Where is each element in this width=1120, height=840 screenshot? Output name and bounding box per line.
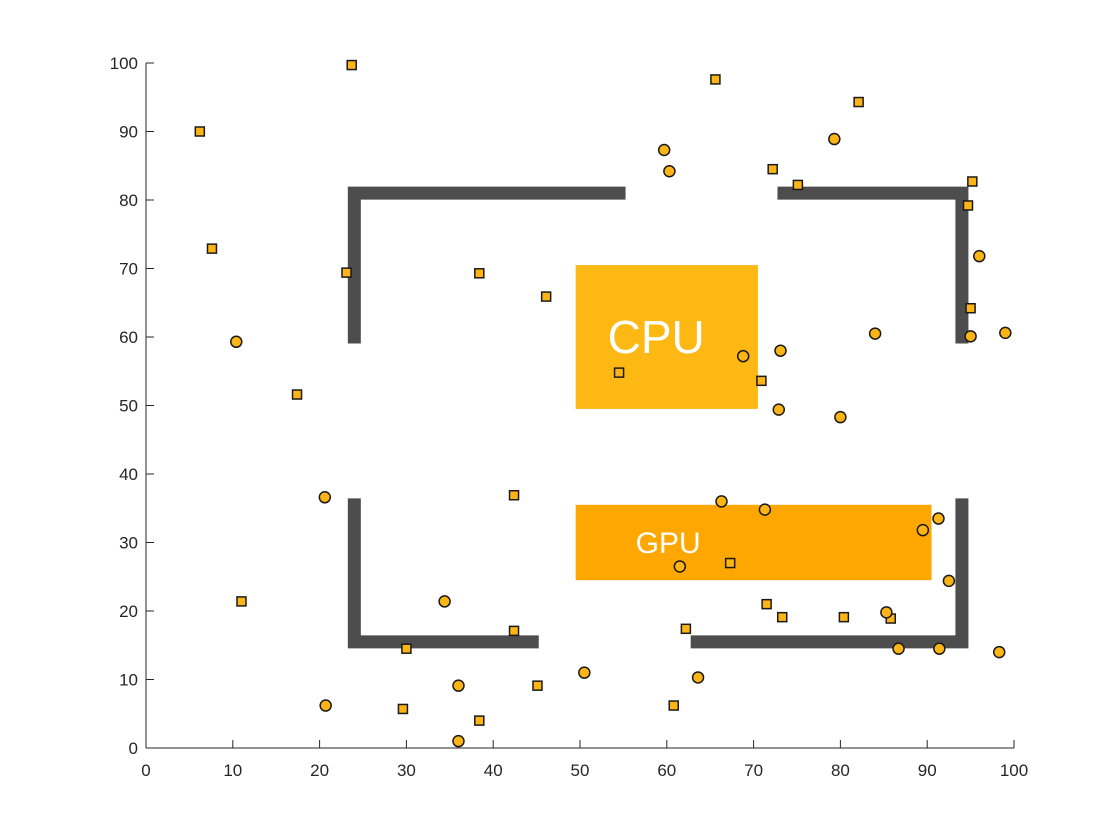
- data-point-circle: [892, 642, 905, 655]
- data-point-circle: [999, 326, 1012, 340]
- data-point-circle: [230, 335, 243, 349]
- wall-segment: [777, 186, 969, 344]
- y-tick-label: 90: [119, 123, 138, 142]
- y-tick-label: 10: [119, 671, 138, 690]
- data-point-circle: [673, 560, 687, 573]
- data-point-circle: [438, 595, 451, 608]
- data-point-square: [853, 96, 864, 108]
- data-point-square: [508, 625, 520, 637]
- x-tick-label: 90: [918, 761, 937, 780]
- data-point-circle: [578, 666, 591, 679]
- y-tick-label: 60: [119, 328, 138, 347]
- x-tick-label: 70: [744, 761, 763, 780]
- data-point-circle: [774, 344, 787, 357]
- data-point-square: [540, 291, 552, 302]
- data-point-square: [756, 375, 767, 387]
- x-tick-label: 80: [831, 761, 850, 780]
- gpu-block: [575, 504, 932, 581]
- data-point-square: [767, 163, 778, 175]
- data-point-square: [613, 367, 625, 378]
- x-tick-label: 60: [657, 761, 676, 780]
- y-tick-label: 0: [129, 739, 138, 758]
- data-point-square: [206, 243, 218, 254]
- y-tick-label: 20: [119, 602, 138, 621]
- data-point-circle: [319, 699, 332, 712]
- data-point-circle: [942, 574, 956, 588]
- data-point-square: [474, 268, 485, 279]
- axes-layer: 0 10 20 30 40 50 60 70 80 90 100 0 10 20 30 40 50 60 70 80 9…: [110, 54, 1029, 780]
- gpu-label: GPU: [636, 527, 701, 560]
- y-tick-label: 100: [110, 54, 138, 73]
- y-tick-label: 40: [119, 465, 138, 484]
- data-point-circle: [868, 327, 882, 340]
- data-point-circle: [834, 410, 847, 424]
- data-point-circle: [880, 606, 893, 619]
- data-point-square: [397, 703, 409, 715]
- data-point-circle: [933, 642, 946, 655]
- y-tick-label: 50: [119, 397, 138, 416]
- data-point-square: [341, 267, 352, 278]
- y-tick-label: 70: [119, 260, 138, 279]
- data-point-circle: [657, 143, 671, 157]
- walls-layer: [347, 186, 969, 649]
- x-tick-label: 10: [223, 761, 242, 780]
- data-point-circle: [452, 734, 465, 748]
- data-point-circle: [715, 495, 728, 508]
- data-point-circle: [318, 491, 332, 504]
- data-point-square: [346, 59, 357, 71]
- points-layer: [194, 59, 1012, 748]
- data-point-square: [532, 680, 543, 691]
- data-point-square: [668, 700, 679, 711]
- data-point-circle: [932, 512, 945, 525]
- data-point-square: [291, 389, 303, 400]
- data-point-square: [724, 557, 736, 569]
- data-point-square: [236, 596, 247, 607]
- data-point-square: [401, 643, 412, 654]
- data-point-circle: [973, 249, 986, 263]
- data-point-circle: [691, 671, 705, 684]
- wall-segment: [347, 498, 539, 649]
- wall-segment: [690, 498, 969, 649]
- data-point-circle: [772, 403, 786, 416]
- data-point-square: [508, 489, 520, 501]
- cpu-block: [575, 265, 758, 409]
- data-point-square: [776, 611, 788, 623]
- data-point-circle: [758, 503, 772, 516]
- data-point-circle: [992, 645, 1006, 659]
- blocks-layer: CPU GPU: [575, 265, 932, 581]
- data-point-square: [838, 611, 850, 623]
- cpu-label: CPU: [608, 311, 705, 363]
- x-tick-label: 0: [141, 761, 150, 780]
- data-point-square: [761, 598, 772, 610]
- data-point-square: [792, 179, 804, 191]
- x-tick-label: 30: [397, 761, 416, 780]
- data-point-square: [474, 715, 485, 726]
- y-tick-label: 80: [119, 191, 138, 210]
- data-point-circle: [663, 164, 676, 178]
- data-point-circle: [964, 330, 977, 343]
- data-point-square: [710, 74, 721, 85]
- wall-segment: [347, 186, 626, 344]
- data-point-square: [962, 200, 974, 211]
- x-tick-label: 20: [310, 761, 329, 780]
- data-point-square: [967, 176, 978, 187]
- data-point-circle: [916, 523, 930, 537]
- data-point-square: [680, 623, 692, 635]
- data-point-square: [194, 126, 206, 137]
- x-tick-label: 40: [484, 761, 503, 780]
- x-tick-label: 50: [571, 761, 590, 780]
- data-point-circle: [736, 349, 750, 363]
- data-point-square: [965, 302, 976, 314]
- y-tick-label: 30: [119, 534, 138, 553]
- data-point-circle: [828, 132, 841, 146]
- data-point-circle: [452, 679, 465, 692]
- x-tick-label: 100: [1000, 761, 1028, 780]
